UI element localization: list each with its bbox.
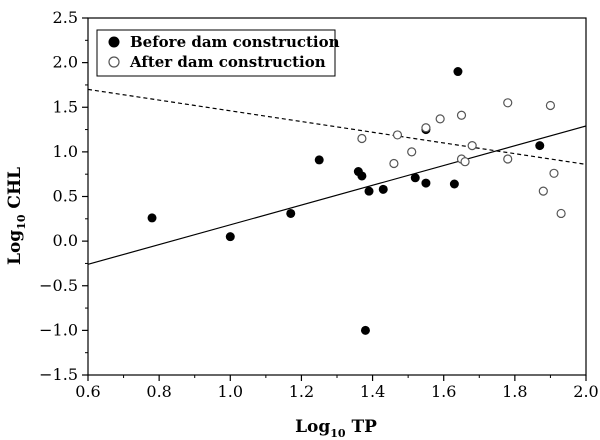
- point-after: [407, 147, 417, 157]
- x-tick-label: 1.2: [289, 382, 314, 401]
- x-axis-title-subscript: 10: [330, 427, 346, 440]
- point-after: [467, 141, 477, 151]
- y-tick-label: −1.0: [39, 320, 78, 339]
- y-tick-label: 0.5: [53, 187, 78, 206]
- point-after: [503, 98, 513, 108]
- x-tick-label: 1.8: [502, 382, 527, 401]
- point-after: [538, 186, 548, 196]
- point-before: [421, 178, 431, 188]
- plot-area: 0.6 0.8 1.0 1.2 1.4 1.6 1.8 2.0 −1.5 −1.0 −0.5 0.0 0…: [39, 8, 599, 401]
- point-after: [389, 158, 399, 169]
- legend-marker-before: [108, 36, 120, 48]
- point-after: [435, 114, 445, 124]
- point-before: [357, 171, 367, 181]
- point-after: [456, 110, 467, 120]
- x-axis-title-rest: TP: [346, 417, 378, 437]
- point-after: [549, 168, 559, 178]
- point-before: [286, 208, 296, 218]
- y-tick-label: 0.0: [53, 231, 78, 250]
- y-axis-title-main: Log: [5, 230, 25, 265]
- point-after: [545, 100, 556, 111]
- point-after: [556, 208, 566, 219]
- point-after: [421, 123, 431, 133]
- y-tick-label: 2.5: [53, 8, 78, 27]
- legend: Before dam construction After dam constr…: [96, 29, 340, 77]
- x-tick-label: 0.6: [75, 382, 100, 401]
- y-tick-label: 1.0: [53, 142, 78, 161]
- y-axis-title: Log10 CHL: [5, 167, 28, 265]
- y-tick-label: 1.5: [53, 97, 78, 116]
- point-before: [535, 141, 545, 151]
- x-tick-label: 2.0: [573, 382, 598, 401]
- x-axis-title-main: Log: [295, 417, 330, 437]
- point-before: [378, 184, 388, 194]
- y-tick-label: −0.5: [39, 276, 78, 295]
- point-before: [410, 173, 420, 183]
- x-axis-title: Log10 TP: [295, 417, 377, 440]
- point-after: [357, 133, 367, 144]
- point-before: [360, 325, 370, 335]
- point-before: [453, 67, 463, 77]
- y-axis-title-rest: CHL: [5, 167, 25, 215]
- x-tick-label: 1.6: [431, 382, 456, 401]
- y-axis-title-subscript: 10: [15, 214, 28, 230]
- x-tick-label: 1.4: [360, 382, 385, 401]
- point-before: [449, 179, 459, 189]
- x-tick-label: 0.8: [146, 382, 171, 401]
- point-after: [503, 154, 513, 164]
- point-after: [460, 157, 470, 167]
- y-tick-label: 2.0: [53, 53, 78, 72]
- y-tick-label: −1.5: [39, 365, 78, 384]
- point-before: [314, 155, 324, 165]
- point-before: [147, 213, 157, 223]
- legend-label-after: After dam construction: [129, 53, 326, 71]
- regression-line-before: [87, 125, 587, 265]
- point-before: [225, 232, 235, 242]
- legend-label-before: Before dam construction: [130, 33, 340, 51]
- point-after: [392, 130, 403, 140]
- legend-box: [96, 29, 336, 77]
- legend-marker-after: [108, 56, 120, 68]
- point-before: [364, 186, 374, 196]
- x-tick-label: 1.0: [218, 382, 243, 401]
